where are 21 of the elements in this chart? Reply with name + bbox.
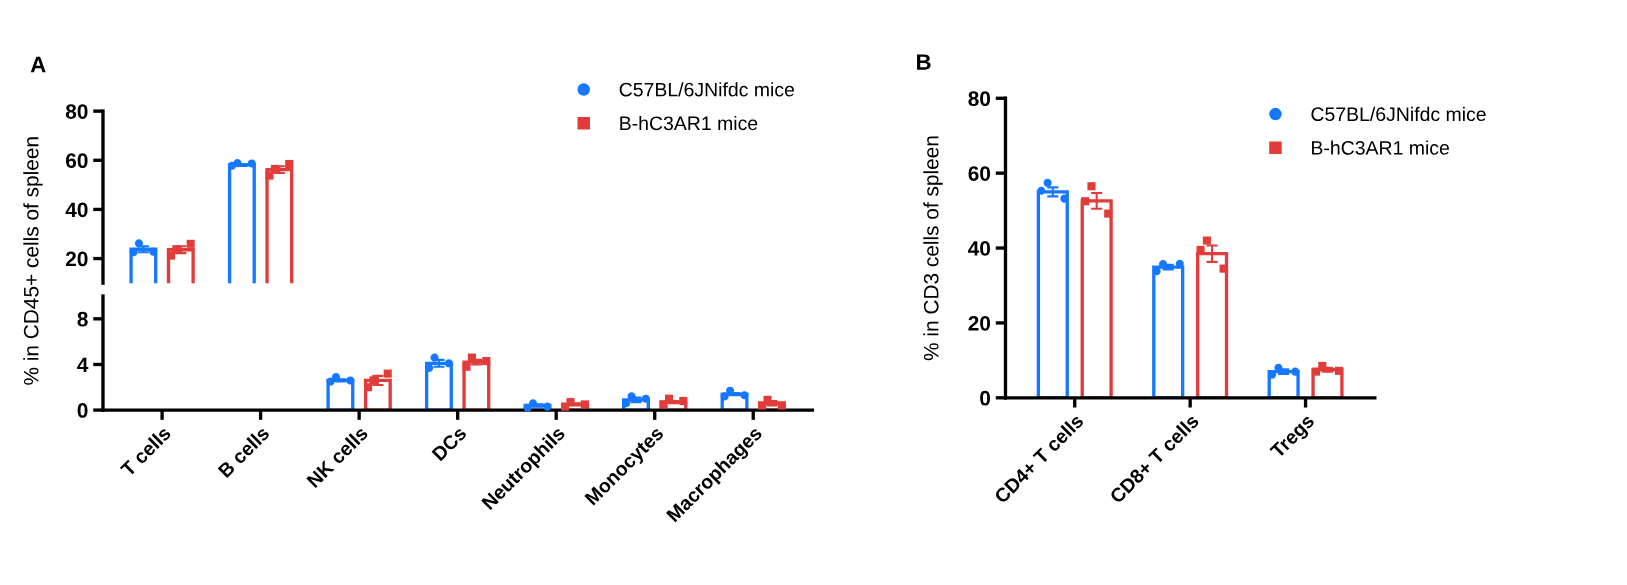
y-tick-label: 80 (968, 91, 991, 107)
y-tick-label: 40 (65, 202, 88, 218)
y-tick-label: 60 (968, 166, 991, 181)
y-tick-label: 4 (77, 357, 89, 372)
x-tick-label: DCs (431, 425, 468, 462)
y-tick-label: 20 (968, 315, 991, 331)
y-tick-label: 20 (65, 251, 88, 267)
y-axis-title: % in CD45+ cells of spleen (23, 137, 43, 385)
chart-title: B (917, 54, 931, 70)
y-axis-title: % in CD3 cells of spleen (923, 136, 943, 361)
legend-label: B-hC3AR1 mice (1312, 140, 1449, 155)
legend-label: B-hC3AR1 mice (620, 115, 758, 131)
y-tick-label: 8 (77, 311, 88, 327)
y-tick-label: 40 (968, 241, 991, 256)
legend-label: C57BL/6JNifdc mice (1311, 106, 1486, 122)
y-tick-label: 60 (66, 153, 88, 169)
legend-label: C57BL/6JNifdc mice (619, 82, 794, 97)
chart-title: A (30, 56, 46, 73)
y-tick-label: 80 (65, 104, 88, 119)
y-tick-label: 0 (980, 390, 991, 406)
y-tick-label: 0 (77, 403, 88, 418)
